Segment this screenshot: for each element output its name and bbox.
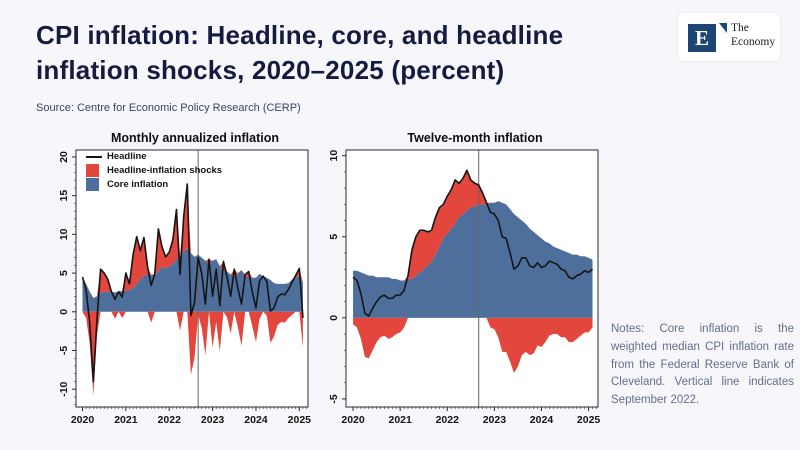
page-title-line2: inflation shocks, 2020–2025 (percent)	[36, 54, 505, 85]
svg-text:2020: 2020	[71, 414, 95, 426]
legend-item-core: Core inflation	[86, 178, 222, 191]
logo-e-mark: E	[688, 24, 716, 52]
svg-text:2021: 2021	[114, 414, 138, 426]
svg-text:5: 5	[58, 270, 70, 276]
svg-text:0: 0	[58, 309, 70, 315]
legend-item-shocks: Headline-inflation shocks	[86, 164, 222, 177]
svg-text:10: 10	[58, 228, 70, 240]
svg-text:0: 0	[328, 315, 340, 321]
left-chart-title: Monthly annualized inflation	[110, 131, 280, 145]
svg-text:2023: 2023	[201, 414, 225, 426]
logo-word-economy: Economy	[731, 35, 776, 48]
svg-text:2025: 2025	[288, 414, 312, 426]
headline-line-swatch	[86, 155, 102, 158]
core-swatch	[86, 178, 99, 191]
legend-label: Headline-inflation shocks	[107, 165, 223, 176]
legend-label: Headline	[107, 151, 147, 162]
legend-item-headline: Headline	[86, 150, 222, 163]
svg-text:15: 15	[58, 190, 70, 202]
svg-text:2025: 2025	[577, 414, 601, 426]
svg-text:2023: 2023	[483, 414, 507, 426]
notes-caption: Notes: Core inflation is the weighted me…	[611, 323, 794, 407]
page-title-line1: CPI inflation: Headline, core, and headl…	[36, 20, 564, 50]
svg-text:2020: 2020	[341, 414, 365, 426]
twelve-month-inflation-chart: -5 0 5 10 2020 2021 2022 2023 2024 2025	[328, 149, 601, 426]
svg-text:10: 10	[328, 150, 340, 162]
svg-text:5: 5	[328, 234, 340, 240]
svg-text:2021: 2021	[388, 414, 412, 426]
svg-text:2022: 2022	[158, 414, 182, 426]
svg-text:-5: -5	[58, 346, 70, 355]
chart-legend: Headline Headline-inflation shocks Core …	[86, 150, 222, 192]
svg-text:2024: 2024	[530, 414, 554, 426]
svg-text:20: 20	[58, 151, 70, 163]
legend-label: Core inflation	[107, 179, 169, 190]
source-caption: Source: Centre for Economic Policy Resea…	[36, 102, 301, 114]
svg-text:-10: -10	[58, 381, 70, 396]
svg-text:2024: 2024	[244, 414, 268, 426]
the-economy-logo: E The Economy	[678, 13, 780, 61]
shock-swatch	[86, 164, 99, 177]
logo-flag-icon	[719, 23, 727, 33]
logo-word-the: The	[731, 22, 749, 34]
page-title: CPI inflation: Headline, core, and headl…	[36, 18, 666, 87]
logo-wordmark: The Economy	[731, 22, 775, 50]
right-chart-title: Twelve-month inflation	[407, 131, 543, 145]
svg-text:2022: 2022	[436, 414, 460, 426]
svg-text:-5: -5	[328, 394, 340, 403]
